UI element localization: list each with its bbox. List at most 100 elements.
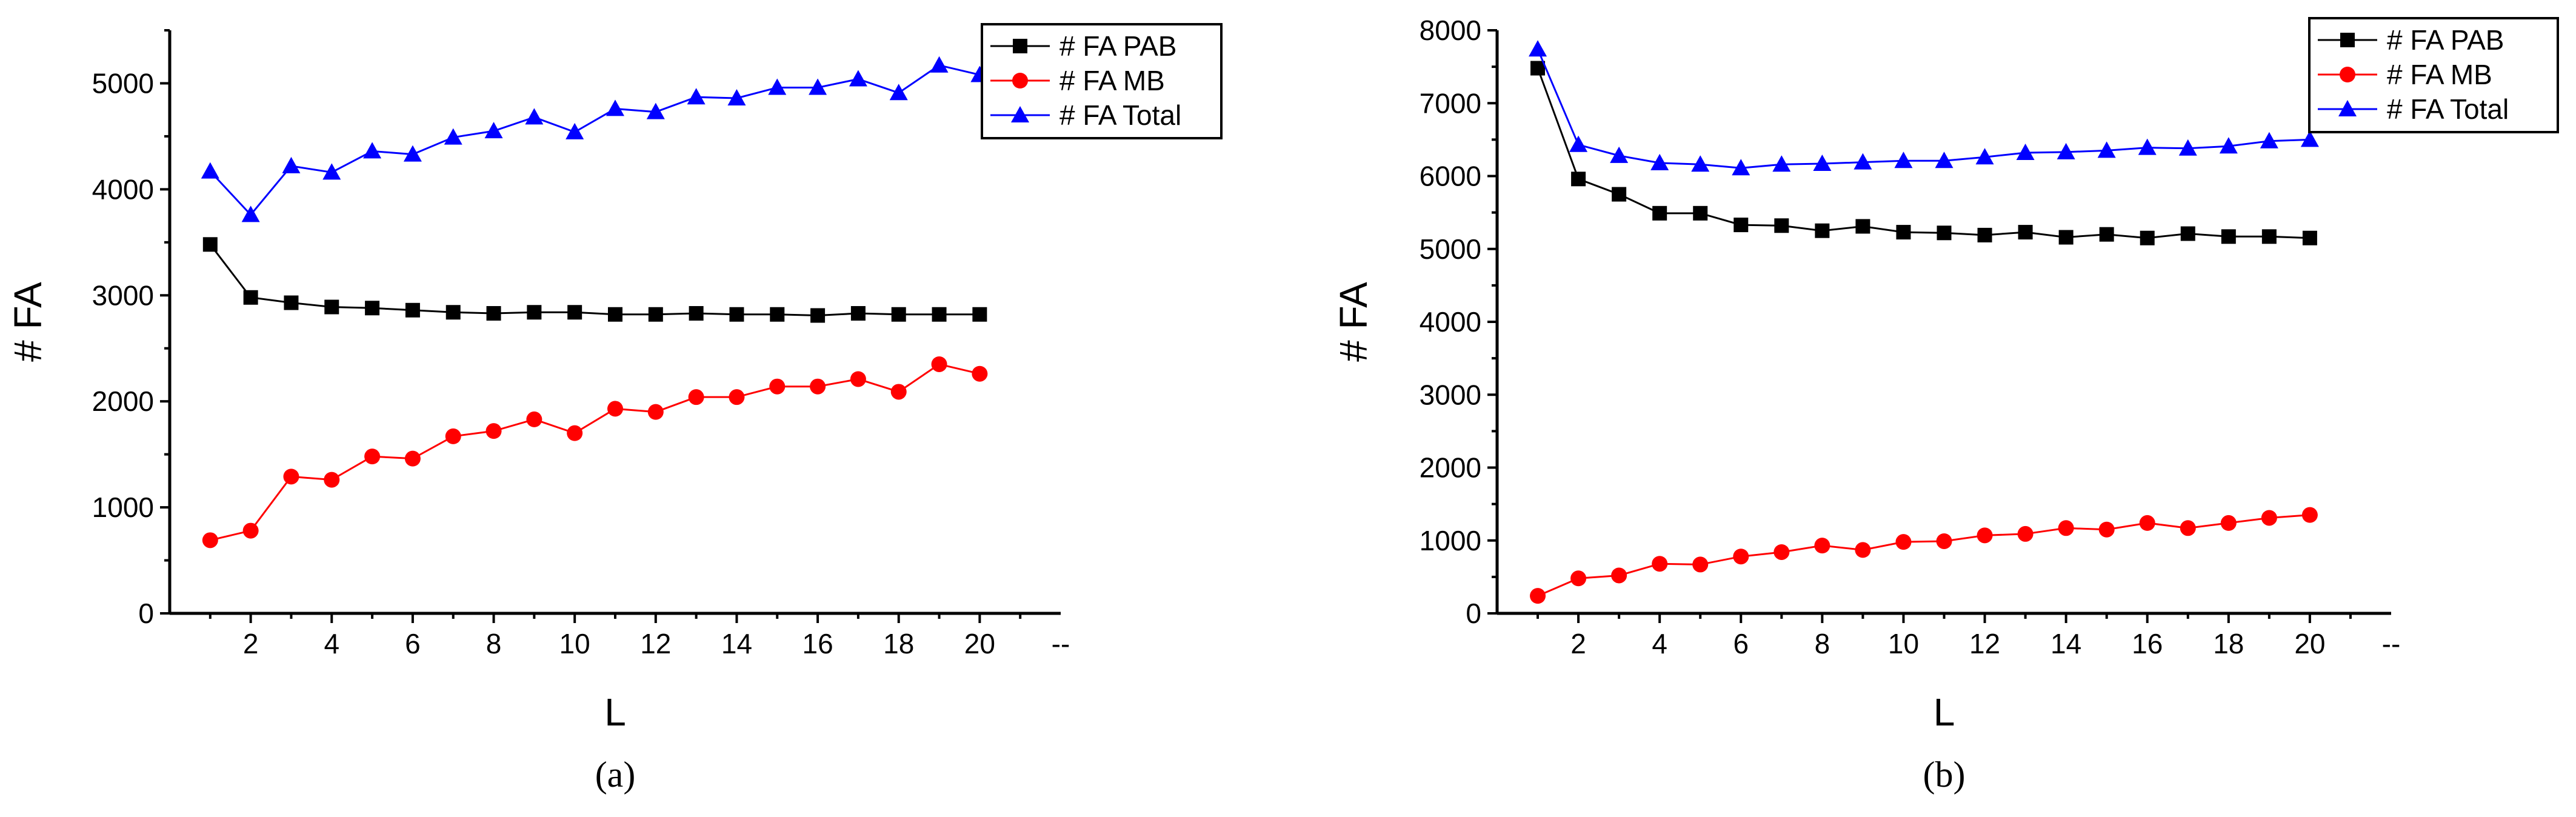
data-point: [689, 306, 704, 321]
legend-marker: [2338, 100, 2357, 116]
x-tick-label: 18: [883, 628, 914, 659]
data-point: [810, 378, 826, 395]
data-point: [567, 425, 583, 441]
y-axis-title: # FA: [1332, 282, 1375, 362]
x-tick-label: 10: [559, 628, 590, 659]
y-tick-label: 3000: [92, 279, 154, 311]
data-point: [2097, 141, 2116, 158]
data-point: [2180, 226, 2195, 241]
data-point: [2178, 139, 2197, 156]
y-tick-label: 0: [138, 598, 154, 629]
data-point: [2220, 515, 2237, 531]
data-point: [1652, 205, 1667, 221]
data-point: [1692, 556, 1709, 573]
data-point: [445, 305, 461, 320]
y-tick-label: 7000: [1420, 87, 1481, 119]
data-point: [1611, 567, 1627, 584]
data-point: [527, 305, 542, 320]
data-point: [1774, 218, 1789, 233]
data-point: [2058, 230, 2074, 245]
data-point: [1569, 135, 1588, 152]
data-point: [1936, 533, 1952, 549]
data-point: [324, 299, 339, 315]
data-point: [1815, 223, 1830, 238]
data-point: [1977, 527, 1993, 544]
data-point: [324, 472, 340, 488]
data-point: [567, 305, 582, 320]
data-point: [1650, 153, 1669, 170]
data-point: [849, 70, 867, 87]
y-axis-title: # FA: [6, 282, 50, 362]
data-point: [1935, 152, 1954, 168]
data-point: [2098, 521, 2115, 538]
data-point: [364, 449, 381, 465]
data-point: [890, 384, 907, 400]
panel-label: (a): [595, 755, 636, 795]
data-point: [1975, 148, 1994, 165]
data-point: [931, 356, 947, 372]
data-point: [2138, 138, 2157, 155]
data-point: [1813, 155, 1832, 172]
data-point: [404, 450, 421, 467]
data-point: [526, 411, 542, 427]
data-point: [2018, 225, 2033, 240]
y-tick-label: 4000: [92, 173, 154, 205]
x-tick-label: 12: [640, 628, 671, 659]
data-point: [1855, 542, 1871, 558]
data-point: [688, 389, 704, 405]
legend-marker: [1011, 106, 1029, 122]
data-point: [770, 307, 785, 322]
data-point: [810, 308, 826, 323]
data-point: [729, 389, 745, 405]
data-point: [2140, 230, 2155, 245]
data-point: [648, 307, 663, 322]
legend-label: # FA Total: [1059, 99, 1181, 131]
x-tick-label: 6: [405, 628, 421, 659]
y-tick-label: 4000: [1420, 306, 1481, 338]
legend-marker: [1013, 39, 1027, 53]
x-tick-label: 20: [2294, 628, 2325, 659]
x-tick-label: 4: [324, 628, 339, 659]
data-point: [283, 469, 299, 485]
x-tick-label: 14: [721, 628, 752, 659]
data-point: [2302, 230, 2317, 245]
data-point: [1855, 219, 1870, 234]
data-point: [1693, 205, 1708, 221]
data-point: [1530, 588, 1546, 604]
data-point: [1612, 187, 1627, 202]
x-tick-label: 16: [2132, 628, 2163, 659]
y-tick-label: 1000: [1420, 525, 1481, 556]
series-line: [210, 363, 980, 541]
x-tick-label: 6: [1733, 628, 1749, 659]
data-point: [1571, 172, 1586, 187]
y-tick-label: 2000: [92, 385, 154, 417]
data-point: [727, 88, 746, 105]
x-tick-label: 12: [1969, 628, 2000, 659]
data-point: [768, 78, 787, 95]
data-point: [891, 307, 906, 322]
x-tick-label: 20: [964, 628, 995, 659]
data-point: [2261, 229, 2277, 244]
data-point: [2219, 137, 2238, 154]
chart-panel-a: 0 1000 2000 3000 4000 5000 2 4 6 8 10 12 14 16 18 20 -- L…: [6, 23, 1223, 795]
series-line: [1537, 48, 2310, 169]
data-point: [850, 371, 866, 387]
legend: # FA PAB# FA MB# FA Total: [981, 23, 1223, 139]
data-point: [2017, 525, 2034, 542]
y-tick-label: 0: [1466, 598, 1481, 629]
series-line: [209, 64, 980, 216]
data-point: [243, 290, 258, 305]
data-point: [365, 301, 380, 316]
data-point: [687, 88, 706, 105]
legend-label: # FA MB: [1059, 65, 1165, 96]
data-point: [1814, 538, 1830, 554]
data-point: [486, 306, 501, 321]
data-point: [889, 84, 908, 101]
data-point: [2057, 142, 2075, 159]
data-point: [647, 404, 664, 420]
data-point: [1894, 152, 1913, 168]
data-point: [606, 99, 624, 116]
x-tick-label: 8: [1815, 628, 1830, 659]
data-point: [1530, 61, 1546, 76]
data-point: [484, 122, 503, 139]
